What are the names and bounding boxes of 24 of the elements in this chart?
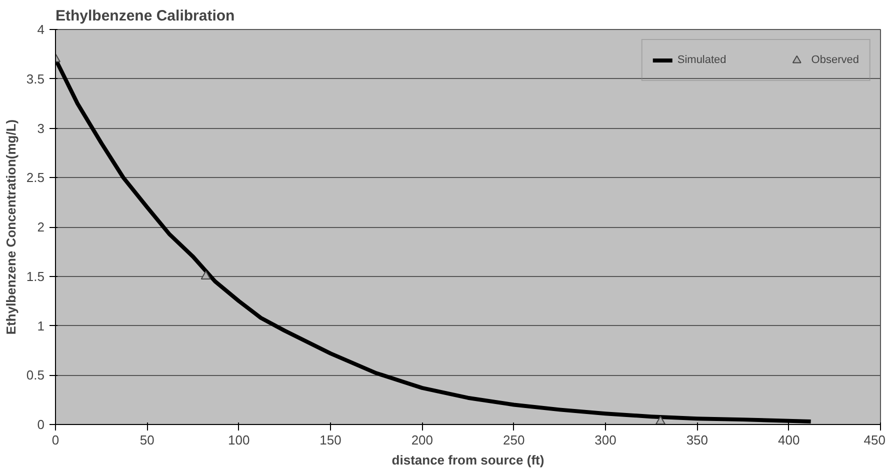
x-axis-title: distance from source (ft): [392, 452, 544, 468]
y-tick-label: 2: [37, 220, 45, 234]
x-tick-label: 350: [686, 432, 708, 448]
y-tick-label: 0: [37, 417, 45, 432]
x-tick-label: 100: [228, 432, 250, 448]
y-axis-title: Ethylbenzene Concentration(mg/L): [3, 119, 18, 335]
y-tick-label: 4: [37, 22, 45, 37]
x-tick-label: 400: [778, 432, 800, 448]
y-tick-label: 1: [37, 318, 45, 334]
y-tick-label: 2.5: [26, 170, 45, 186]
x-tick-label: 0: [52, 432, 60, 448]
y-tick-label: 1.5: [26, 268, 45, 284]
x-tick-label: 250: [502, 432, 525, 448]
x-tick-label: 150: [320, 432, 342, 448]
legend-label: Simulated: [677, 54, 726, 66]
y-tick-label: 3: [37, 120, 45, 136]
y-tick-label: 0.5: [26, 368, 45, 383]
x-tick-label: 50: [140, 432, 154, 448]
chart-title: Ethylbenzene Calibration: [56, 8, 235, 24]
y-tick-label: 3.5: [26, 71, 45, 86]
x-tick-label: 450: [864, 432, 886, 448]
x-tick-label: 300: [594, 432, 616, 448]
x-tick-label: 200: [411, 432, 434, 448]
legend-label: Observed: [811, 54, 859, 66]
